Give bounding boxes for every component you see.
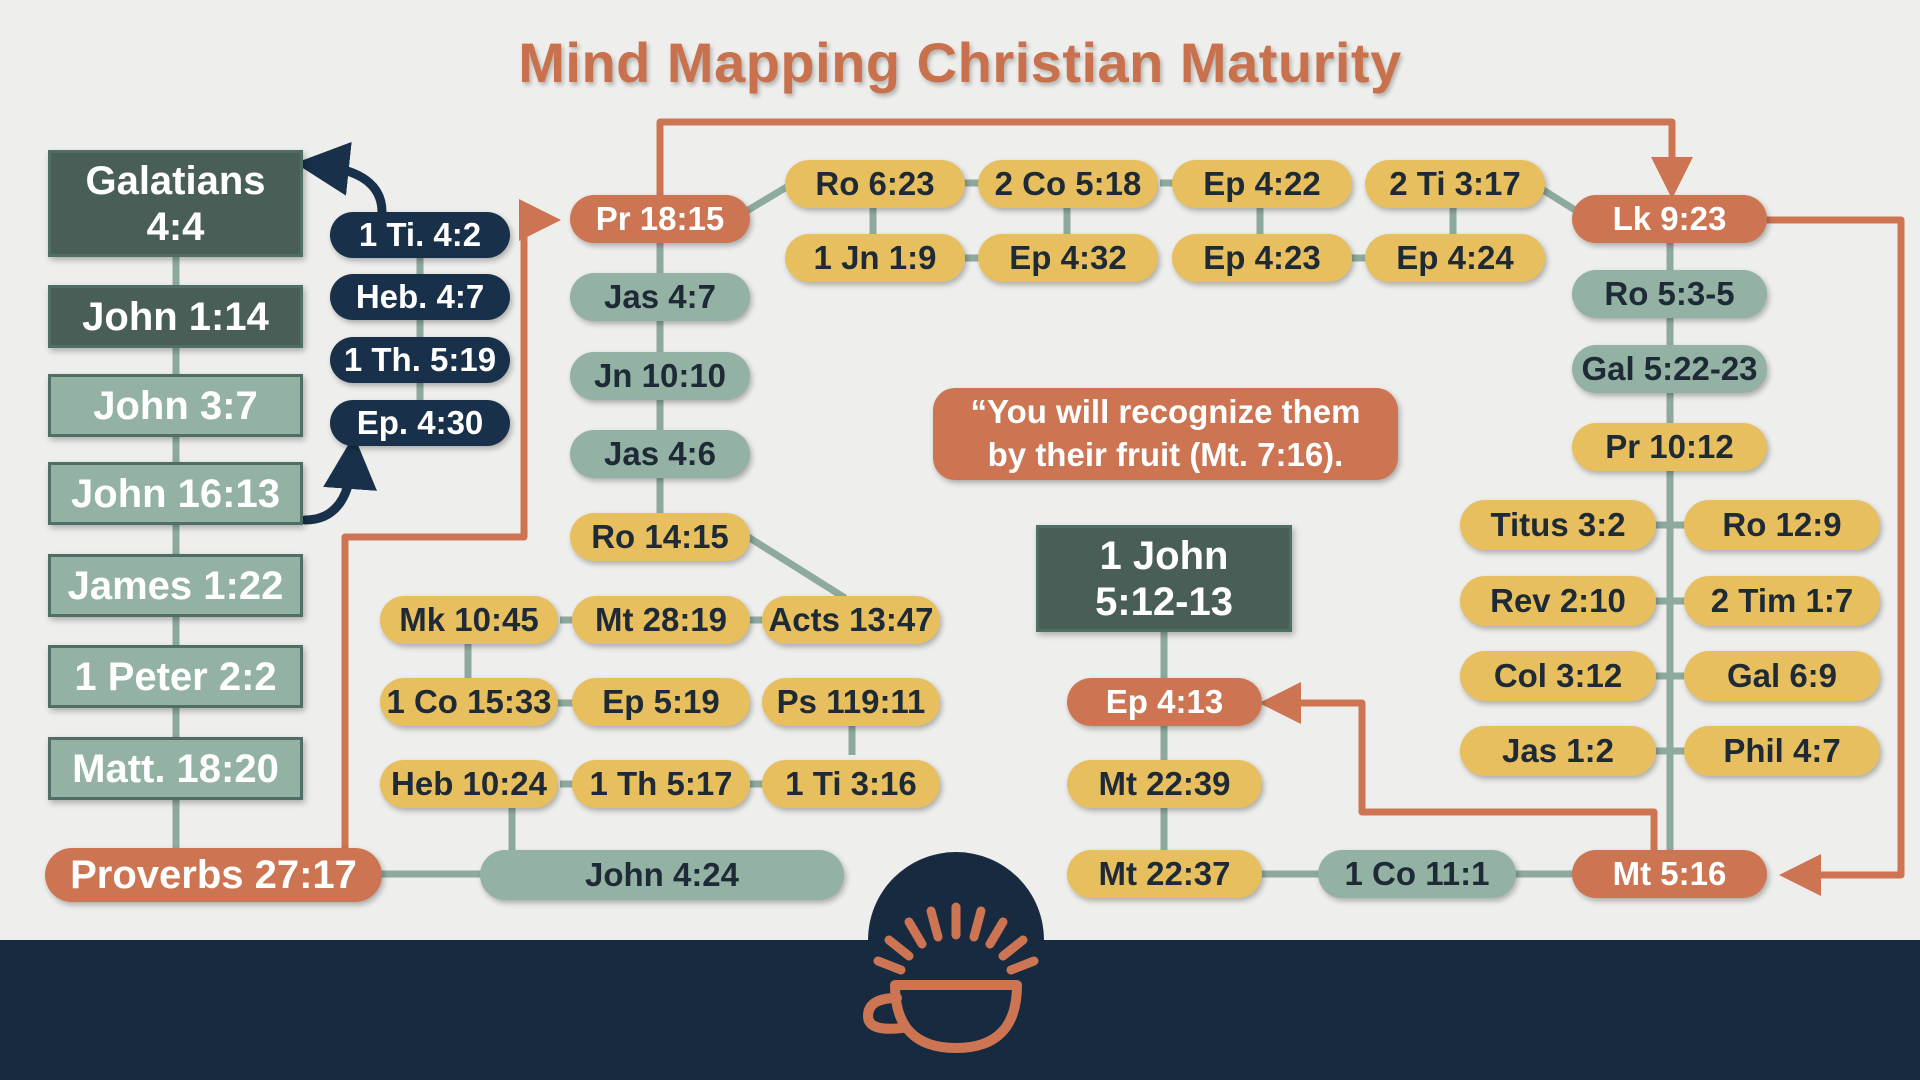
mt-28-19-node: Mt 28:19: [572, 596, 750, 644]
navy-node-ep-4-30: Ep. 4:30: [330, 400, 510, 446]
footer-bar: [0, 940, 1920, 1080]
mk-10-45-node: Mk 10:45: [380, 596, 558, 644]
titus-3-2-node: Titus 3:2: [1460, 500, 1656, 550]
proverbs-27-17-node: Proverbs 27:17: [45, 848, 382, 902]
ep-4-23-node: Ep 4:23: [1172, 234, 1352, 282]
ro-14-15-node: Ro 14:15: [570, 513, 750, 561]
1-th-5-17-node: 1 Th 5:17: [572, 760, 750, 808]
jas-4-6-node: Jas 4:6: [570, 430, 750, 478]
john-4-24-node: John 4:24: [480, 850, 844, 900]
ps-119-11-node: Ps 119:11: [762, 678, 940, 726]
galatians-4-4-box: Galatians 4:4: [48, 150, 303, 257]
heb-10-24-node: Heb 10:24: [380, 760, 558, 808]
2-co-5-18-node: 2 Co 5:18: [978, 160, 1158, 208]
navy-node-1-ti-4-2: 1 Ti. 4:2: [330, 212, 510, 258]
pr-10-12-node: Pr 10:12: [1572, 423, 1767, 471]
1-jn-1-9-node: 1 Jn 1:9: [785, 234, 965, 282]
page-title: Mind Mapping Christian Maturity: [518, 31, 1402, 94]
phil-4-7-node: Phil 4:7: [1684, 726, 1880, 776]
1-co-15-33-node: 1 Co 15:33: [380, 678, 558, 726]
navy-node-heb-4-7: Heb. 4:7: [330, 274, 510, 320]
ep-4-22-node: Ep 4:22: [1172, 160, 1352, 208]
1-john-5-12-13-box: 1 John 5:12-13: [1036, 525, 1292, 632]
mt-5-16-node: Mt 5:16: [1572, 850, 1767, 898]
pr-18-15-node: Pr 18:15: [570, 195, 750, 243]
rev-2-10-node: Rev 2:10: [1460, 576, 1656, 626]
navy-node-1-th-5-19: 1 Th. 5:19: [330, 337, 510, 383]
fruit-quote-callout: “You will recognize them by their fruit …: [933, 388, 1398, 480]
ro-5-3-5-node: Ro 5:3-5: [1572, 270, 1767, 318]
mt-22-37-node: Mt 22:37: [1067, 850, 1262, 898]
1-ti-3-16-node: 1 Ti 3:16: [762, 760, 940, 808]
lk-9-23-node: Lk 9:23: [1572, 195, 1767, 243]
mt-22-39-node: Mt 22:39: [1067, 760, 1262, 808]
jas-4-7-node: Jas 4:7: [570, 273, 750, 321]
john-1-14-box: John 1:14: [48, 285, 303, 348]
ep-4-24-node: Ep 4:24: [1365, 234, 1545, 282]
col-3-12-node: Col 3:12: [1460, 651, 1656, 701]
jn-10-10-node: Jn 10:10: [570, 352, 750, 400]
john-16-13-box: John 16:13: [48, 462, 303, 525]
ep-5-19-node: Ep 5:19: [572, 678, 750, 726]
2-ti-3-17-node: 2 Ti 3:17: [1365, 160, 1545, 208]
ep-4-13-node: Ep 4:13: [1067, 678, 1262, 726]
gal-6-9-node: Gal 6:9: [1684, 651, 1880, 701]
john-3-7-box: John 3:7: [48, 374, 303, 437]
james-1-22-box: James 1:22: [48, 554, 303, 617]
ro-6-23-node: Ro 6:23: [785, 160, 965, 208]
acts-13-47-node: Acts 13:47: [762, 596, 940, 644]
1-peter-2-2-box: 1 Peter 2:2: [48, 645, 303, 708]
jas-1-2-node: Jas 1:2: [1460, 726, 1656, 776]
ep-4-32-node: Ep 4:32: [978, 234, 1158, 282]
gal-5-22-23-node: Gal 5:22-23: [1572, 345, 1767, 393]
1-co-11-1-node: 1 Co 11:1: [1318, 850, 1516, 898]
ro-12-9-node: Ro 12:9: [1684, 500, 1880, 550]
2-tim-1-7-node: 2 Tim 1:7: [1684, 576, 1880, 626]
matt-18-20-box: Matt. 18:20: [48, 737, 303, 800]
